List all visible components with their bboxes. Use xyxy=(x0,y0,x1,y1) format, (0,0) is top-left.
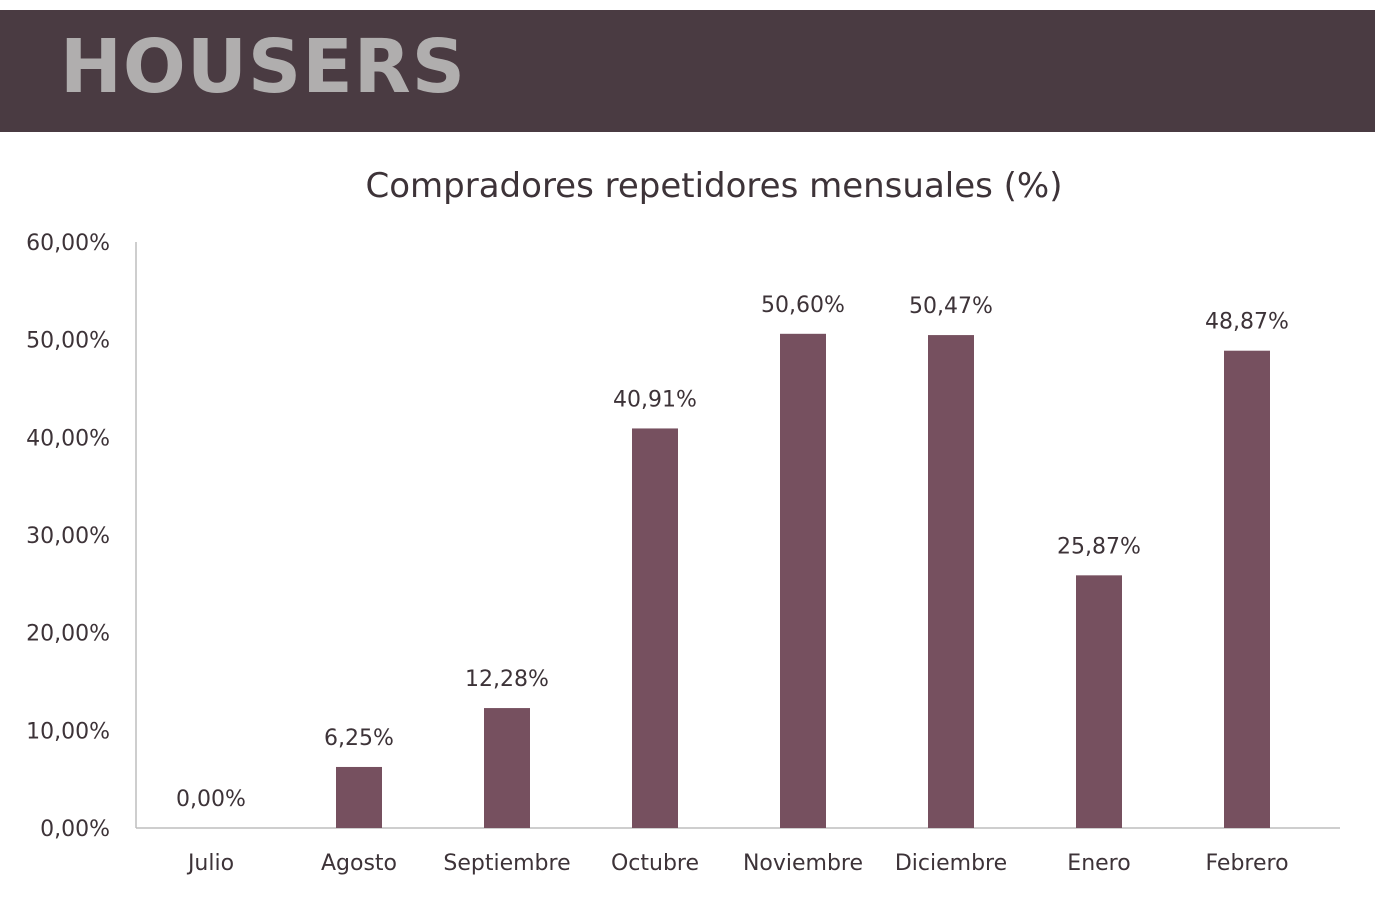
header-band: HOUSERS xyxy=(0,10,1375,132)
y-tick-label: 10,00% xyxy=(26,719,110,744)
x-category-label: Octubre xyxy=(611,851,699,876)
x-category-label: Agosto xyxy=(321,851,397,876)
bar xyxy=(336,766,382,828)
bar xyxy=(1224,350,1270,828)
bar-value-label: 6,25% xyxy=(324,726,394,751)
y-tick-label: 50,00% xyxy=(26,329,110,354)
bar-value-label: 40,91% xyxy=(613,387,697,412)
x-category-label: Julio xyxy=(186,851,234,876)
category-labels: Julio Agosto Septiembre Octubre Noviembre Dic… xyxy=(186,851,1289,876)
bar-value-label: 50,60% xyxy=(761,293,845,318)
chart-title: Compradores repetidores mensuales (%) xyxy=(366,166,1063,206)
y-tick-labels: 0,00% 10,00% 20,00% 30,00% 40,00% 50,00% 60,00… xyxy=(26,231,110,842)
y-tick-label: 20,00% xyxy=(26,622,110,647)
brand-logo: HOUSERS xyxy=(60,24,467,110)
y-tick-label: 0,00% xyxy=(40,817,110,842)
bar xyxy=(928,335,974,828)
bar-value-label: 25,87% xyxy=(1057,534,1141,559)
value-labels: 0,00% 6,25% 12,28% 40,91% 50,60% 50,47% 25,87%… xyxy=(176,293,1289,812)
bar-value-label: 0,00% xyxy=(176,787,246,812)
bars xyxy=(336,333,1270,828)
bar xyxy=(632,428,678,828)
bar-value-label: 12,28% xyxy=(465,667,549,692)
x-category-label: Noviembre xyxy=(743,851,863,876)
x-category-label: Septiembre xyxy=(443,851,570,876)
y-tick-label: 60,00% xyxy=(26,231,110,256)
x-category-label: Febrero xyxy=(1205,851,1288,876)
bar xyxy=(1076,575,1122,828)
y-tick-label: 30,00% xyxy=(26,524,110,549)
bar-value-label: 48,87% xyxy=(1205,310,1289,335)
x-category-label: Diciembre xyxy=(895,851,1007,876)
bar-value-label: 50,47% xyxy=(909,294,993,319)
bar xyxy=(780,333,826,828)
x-category-label: Enero xyxy=(1067,851,1130,876)
y-tick-label: 40,00% xyxy=(26,426,110,451)
bar xyxy=(484,708,530,828)
